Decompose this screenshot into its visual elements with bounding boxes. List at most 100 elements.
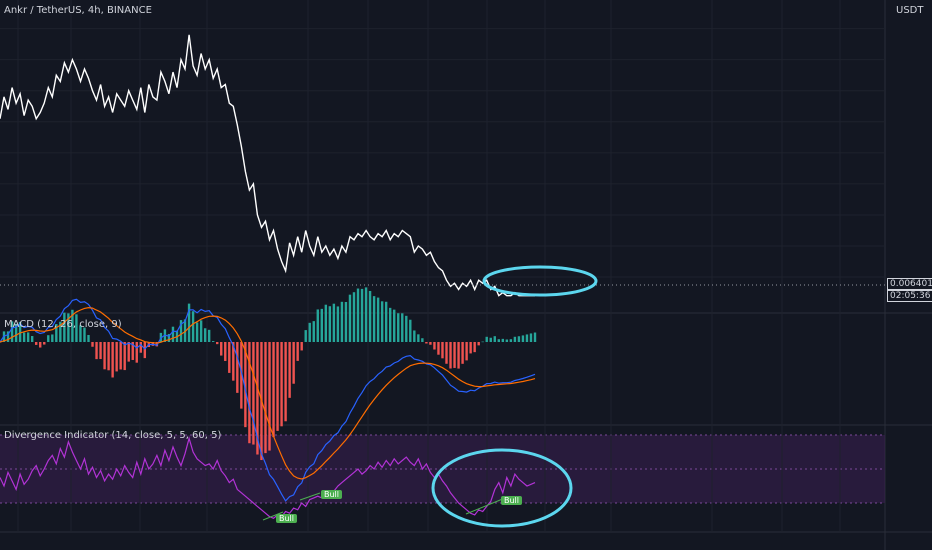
macd-histogram-bar bbox=[421, 338, 424, 342]
bar-countdown-badge: 02:05:36 bbox=[887, 290, 932, 302]
macd-histogram-bar bbox=[433, 342, 436, 350]
macd-histogram-bar bbox=[340, 301, 344, 342]
macd-histogram-bar bbox=[51, 334, 54, 342]
macd-histogram-bar bbox=[409, 319, 412, 342]
macd-histogram-bar bbox=[352, 292, 356, 342]
macd-histogram-bar bbox=[103, 342, 106, 370]
macd-histogram-bar bbox=[199, 320, 203, 342]
macd-histogram-bar bbox=[95, 342, 98, 360]
macd-title: MACD (12, 26, close, 9) bbox=[4, 319, 122, 330]
macd-histogram-bar bbox=[272, 342, 275, 438]
macd-histogram-bar bbox=[529, 333, 533, 342]
macd-histogram-bar bbox=[284, 342, 287, 422]
macd-histogram-bar bbox=[292, 342, 295, 384]
macd-histogram-bar bbox=[437, 342, 440, 355]
macd-histogram-bar bbox=[264, 342, 267, 454]
macd-histogram-bar bbox=[505, 339, 509, 342]
macd-histogram-bar bbox=[75, 314, 78, 342]
macd-histogram-bar bbox=[211, 341, 215, 342]
macd-histogram-bar bbox=[348, 294, 352, 342]
macd-histogram-bar bbox=[244, 342, 247, 428]
macd-histogram-bar bbox=[67, 313, 70, 342]
macd-histogram-bar bbox=[256, 342, 259, 455]
macd-histogram-bar bbox=[521, 335, 525, 342]
currency-label: USDT bbox=[896, 5, 924, 16]
macd-histogram-bar bbox=[493, 336, 496, 342]
macd-histogram-bar bbox=[6, 331, 10, 342]
macd-histogram-bar bbox=[376, 297, 380, 342]
macd-histogram-bar bbox=[364, 287, 368, 342]
macd-histogram-bar bbox=[99, 342, 102, 360]
macd-histogram-bar bbox=[207, 329, 211, 342]
macd-histogram-bar bbox=[413, 330, 416, 342]
macd-histogram-bar bbox=[429, 342, 432, 345]
macd-histogram-bar bbox=[332, 303, 336, 342]
macd-histogram-bar bbox=[405, 315, 408, 342]
bull-divergence-line bbox=[262, 511, 284, 521]
macd-histogram-bar bbox=[171, 326, 175, 342]
macd-histogram-bar bbox=[183, 319, 187, 342]
macd-histogram-bar bbox=[417, 334, 420, 342]
macd-histogram-bar bbox=[401, 313, 404, 342]
macd-histogram-bar bbox=[195, 322, 199, 342]
macd-histogram-bar bbox=[216, 342, 219, 345]
macd-histogram-bar bbox=[71, 309, 74, 342]
macd-histogram-bar bbox=[397, 313, 400, 342]
macd-histogram-bar bbox=[187, 303, 191, 342]
macd-histogram-bar bbox=[26, 332, 30, 342]
macd-histogram-bar bbox=[477, 342, 480, 346]
macd-histogram-bar bbox=[320, 308, 324, 342]
macd-histogram-bar bbox=[55, 324, 58, 342]
macd-histogram-bar bbox=[296, 342, 299, 361]
macd-histogram-bar bbox=[224, 342, 227, 361]
macd-histogram-bar bbox=[47, 335, 50, 342]
macd-histogram-bar bbox=[87, 334, 90, 342]
macd-histogram-bar bbox=[485, 336, 488, 342]
macd-histogram-bar bbox=[445, 342, 448, 364]
macd-histogram-bar bbox=[449, 342, 452, 369]
macd-histogram-bar bbox=[300, 342, 303, 351]
macd-histogram-bar bbox=[63, 312, 66, 342]
signal-line bbox=[0, 306, 536, 480]
macd-histogram-bar bbox=[288, 342, 291, 398]
macd-histogram-bar bbox=[252, 342, 255, 445]
macd-histogram-bar bbox=[35, 342, 38, 345]
macd-histogram-bar bbox=[441, 342, 444, 359]
macd-histogram-bar bbox=[248, 342, 251, 444]
macd-histogram-bar bbox=[384, 301, 388, 342]
last-price-badge: 0.006401 bbox=[887, 278, 932, 290]
macd-histogram-bar bbox=[533, 332, 537, 342]
annotation-circle-price[interactable] bbox=[482, 265, 598, 297]
bull-divergence-line bbox=[465, 497, 506, 515]
macd-histogram-bar bbox=[356, 288, 360, 342]
macd-histogram-bar bbox=[388, 307, 392, 342]
macd-histogram-bar bbox=[489, 337, 492, 342]
macd-histogram-bar bbox=[240, 342, 243, 409]
price-line bbox=[0, 34, 535, 297]
annotation-circle-indicator[interactable] bbox=[431, 448, 573, 528]
macd-histogram-bar bbox=[517, 336, 521, 342]
macd-histogram-bar bbox=[473, 342, 476, 353]
macd-histogram-bar bbox=[220, 342, 223, 356]
macd-histogram-bar bbox=[191, 311, 195, 342]
macd-histogram-bar bbox=[127, 342, 130, 362]
macd-histogram-bar bbox=[143, 342, 147, 359]
bull-label: Bull bbox=[276, 514, 298, 523]
macd-histogram-bar bbox=[308, 322, 311, 342]
macd-histogram-bar bbox=[43, 342, 46, 345]
bull-label: Bull bbox=[501, 496, 523, 505]
macd-histogram-bar bbox=[324, 304, 328, 342]
macd-histogram-bar bbox=[228, 342, 231, 373]
macd-histogram-bar bbox=[91, 342, 94, 347]
bull-label: Bull bbox=[321, 490, 343, 499]
macd-histogram-bar bbox=[139, 342, 142, 353]
macd-histogram-bar bbox=[119, 342, 122, 370]
macd-histogram-bar bbox=[276, 342, 279, 431]
macd-histogram-bar bbox=[465, 342, 468, 361]
macd-histogram-bar bbox=[368, 290, 372, 342]
macd-histogram-bar bbox=[179, 320, 183, 342]
divergence-title: Divergence Indicator (14, close, 5, 5, 6… bbox=[4, 430, 222, 441]
macd-histogram-bar bbox=[481, 341, 484, 343]
macd-line bbox=[0, 298, 536, 502]
